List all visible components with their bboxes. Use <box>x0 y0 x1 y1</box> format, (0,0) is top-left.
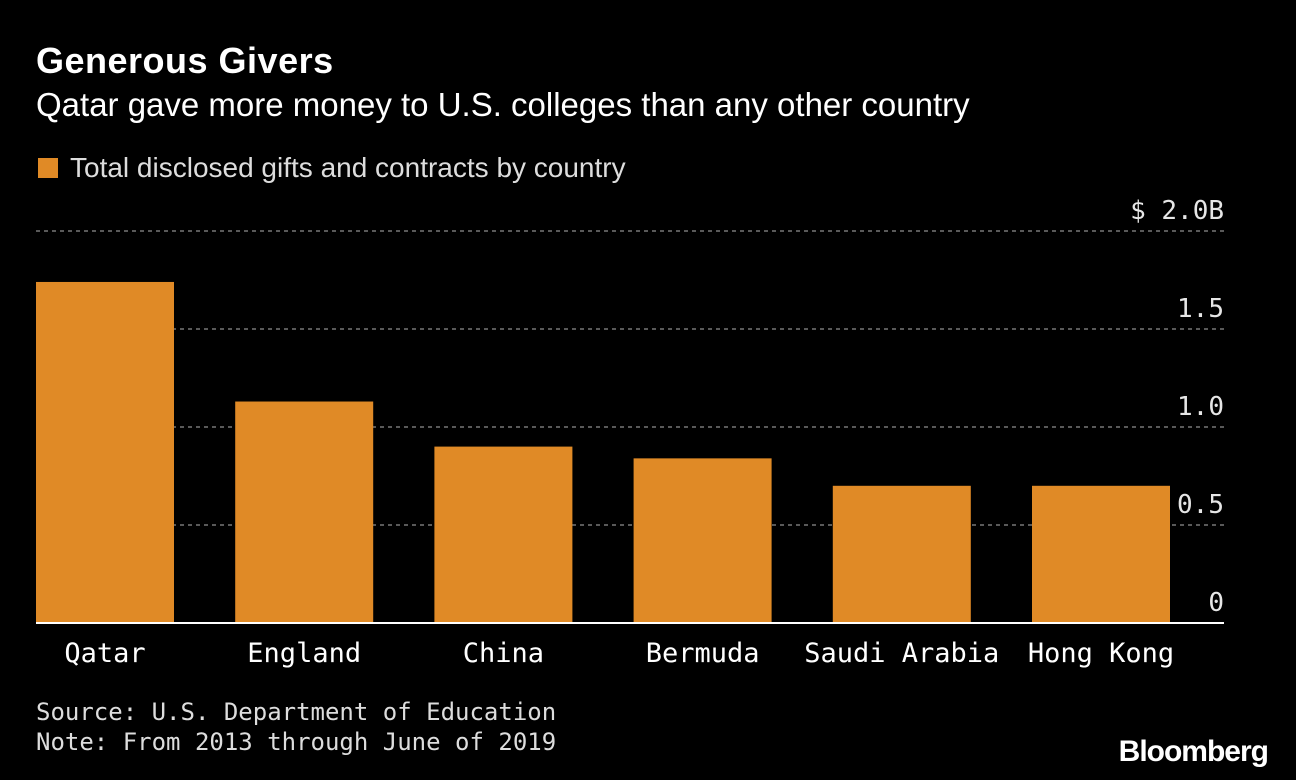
bar-saudi-arabia <box>832 485 971 623</box>
bloomberg-logo: Bloomberg <box>1118 735 1269 768</box>
chart-title: Generous Givers <box>36 40 334 81</box>
date-range-note: Note: From 2013 through June of 2019 <box>36 728 557 756</box>
y-tick-label: 0.5 <box>1177 490 1224 520</box>
y-tick-label: 1.0 <box>1177 392 1224 422</box>
x-tick-label: Hong Kong <box>1028 638 1174 669</box>
source-note: Source: U.S. Department of Education <box>36 698 557 726</box>
x-tick-label: Bermuda <box>646 638 760 669</box>
bar-qatar <box>36 281 174 623</box>
y-tick-label: $ 2.0B <box>1130 196 1224 226</box>
y-tick-label: 1.5 <box>1177 294 1224 324</box>
bar-england <box>235 401 374 623</box>
x-tick-label: Saudi Arabia <box>804 638 999 669</box>
x-tick-label: China <box>463 638 544 669</box>
x-tick-label: Qatar <box>64 638 145 669</box>
gridlines <box>36 230 1224 526</box>
chart-subtitle: Qatar gave more money to U.S. colleges t… <box>36 86 970 123</box>
legend: Total disclosed gifts and contracts by c… <box>38 152 626 184</box>
bars <box>36 281 1170 623</box>
y-tick-label: 0 <box>1208 588 1224 618</box>
axes: 0 0.5 1.0 1.5 $ 2.0B Qatar England China Bermuda… <box>36 196 1224 669</box>
legend-swatch <box>38 158 58 178</box>
bar-china <box>434 446 573 623</box>
legend-label: Total disclosed gifts and contracts by c… <box>70 152 626 183</box>
bar-hong-kong <box>1032 485 1170 623</box>
bar-bermuda <box>633 458 772 623</box>
x-tick-label: England <box>247 638 361 669</box>
